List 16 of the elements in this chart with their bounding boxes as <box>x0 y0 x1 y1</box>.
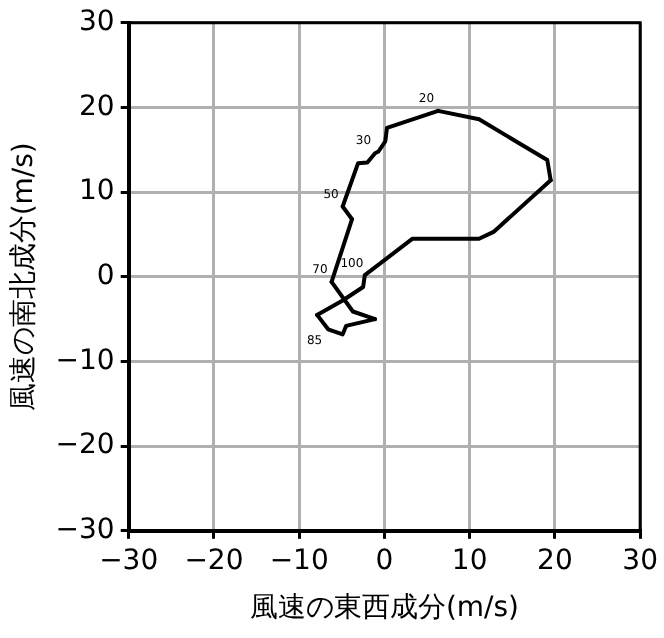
y-tick-label: 0 <box>96 260 115 293</box>
x-tick-label: −10 <box>269 544 329 577</box>
x-tick-label: 30 <box>622 544 659 577</box>
y-tick-label: −10 <box>55 344 115 377</box>
y-tick-label: 10 <box>79 175 115 208</box>
y-tick-label: −20 <box>55 429 115 462</box>
y-tick-label: 20 <box>79 90 115 123</box>
y-tick-label: 30 <box>79 6 115 39</box>
x-tick-label: 10 <box>451 544 488 577</box>
y-axis-title: 風速の南北成分(m/s) <box>8 142 41 412</box>
x-tick-label: −30 <box>99 544 159 577</box>
x-axis-title: 風速の東西成分(m/s) <box>249 592 520 625</box>
x-tick-label: 20 <box>537 544 573 577</box>
y-tick-label: −30 <box>55 514 115 547</box>
x-tick-label: −20 <box>184 544 244 577</box>
x-tick-label: 0 <box>375 544 394 577</box>
